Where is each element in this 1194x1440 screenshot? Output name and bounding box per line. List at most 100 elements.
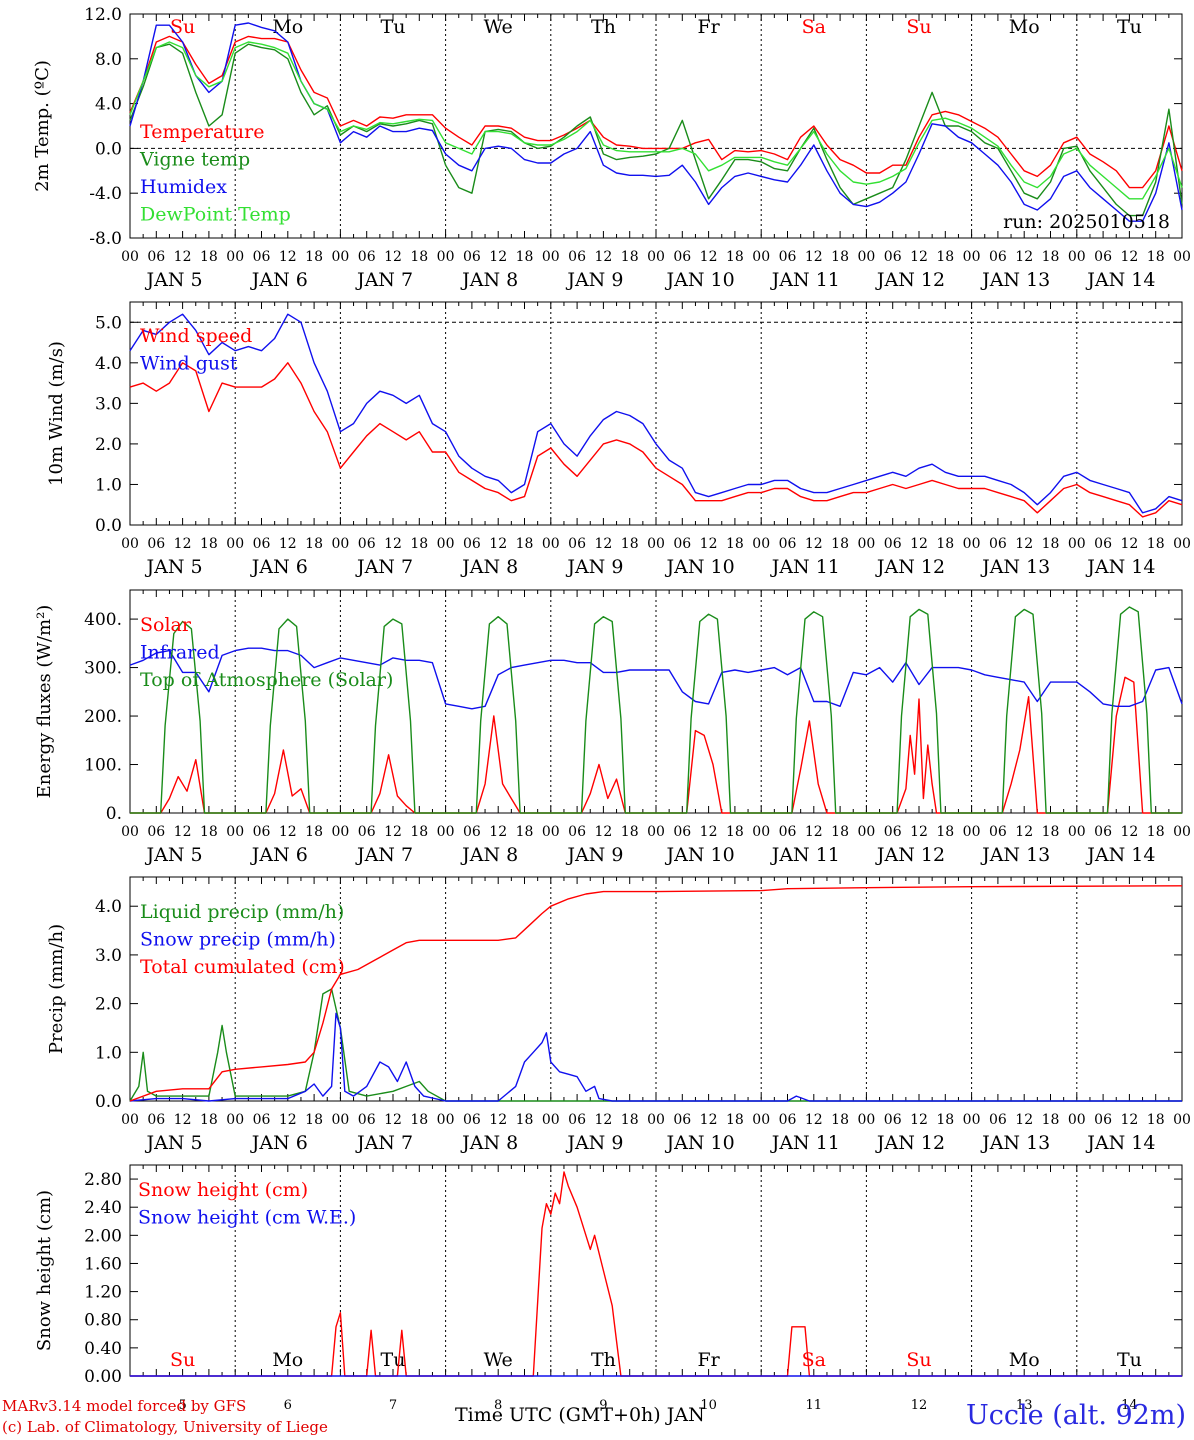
hour-tick-label: 12 <box>279 824 297 840</box>
date-label: JAN 7 <box>355 844 413 866</box>
hour-tick-label: 18 <box>1147 824 1165 840</box>
hour-tick-label: 06 <box>989 249 1007 265</box>
hour-tick-label: 00 <box>437 249 455 265</box>
y-tick-label: 100. <box>84 756 122 776</box>
date-label: JAN 8 <box>460 269 518 291</box>
hour-tick-label: 12 <box>910 249 928 265</box>
x-axis-title: Time UTC (GMT+0h) JAN <box>455 1404 705 1426</box>
hour-tick-label: 06 <box>147 824 165 840</box>
hour-tick-label: 12 <box>279 249 297 265</box>
hour-tick-label: 12 <box>174 1112 192 1128</box>
hour-tick-label: 12 <box>910 824 928 840</box>
hour-tick-label: 06 <box>884 1112 902 1128</box>
hour-tick-label: 06 <box>989 1112 1007 1128</box>
hour-tick-label: 06 <box>989 536 1007 552</box>
hour-tick-label: 06 <box>147 536 165 552</box>
weekday-label: Tu <box>381 16 406 38</box>
hour-tick-label: 00 <box>226 1112 244 1128</box>
date-label: JAN 12 <box>875 844 945 866</box>
hour-tick-label: 18 <box>621 1112 639 1128</box>
hour-tick-label: 18 <box>936 1112 954 1128</box>
hour-tick-label: 00 <box>752 1112 770 1128</box>
hour-tick-label: 12 <box>594 824 612 840</box>
hour-tick-label: 18 <box>305 536 323 552</box>
date-label: JAN 11 <box>770 1132 840 1154</box>
hour-tick-label: 12 <box>805 536 823 552</box>
legend-entry: Wind gust <box>140 353 238 375</box>
hour-tick-label: 06 <box>673 824 691 840</box>
hour-tick-label: 18 <box>516 249 534 265</box>
y-tick-label: 4.0 <box>95 897 122 917</box>
hour-tick-label: 00 <box>331 824 349 840</box>
hour-tick-label: 18 <box>305 1112 323 1128</box>
hour-tick-label: 12 <box>700 249 718 265</box>
date-label: JAN 7 <box>355 1132 413 1154</box>
legend-entry: Top of Atmosphere (Solar) <box>140 669 393 691</box>
legend-entry: Solar <box>140 614 192 636</box>
y-tick-label: 1.0 <box>95 1043 122 1063</box>
hour-tick-label: 18 <box>1042 1112 1060 1128</box>
hour-tick-label: 00 <box>1173 249 1191 265</box>
hour-tick-label: 18 <box>1042 249 1060 265</box>
hour-tick-label: 06 <box>253 536 271 552</box>
hour-tick-label: 18 <box>410 824 428 840</box>
hour-tick-label: 00 <box>963 824 981 840</box>
legend-entry: Snow precip (mm/h) <box>140 929 336 951</box>
hour-tick-label: 06 <box>884 536 902 552</box>
hour-tick-label: 06 <box>253 1112 271 1128</box>
series-line-infrared <box>129 647 1183 710</box>
series-line-snow-precip-mm-h <box>129 1012 1182 1102</box>
hour-tick-label: 12 <box>1015 249 1033 265</box>
date-label: JAN 9 <box>565 269 623 291</box>
hour-tick-label: 12 <box>489 1112 507 1128</box>
hour-tick-label: 06 <box>673 1112 691 1128</box>
date-label: JAN 10 <box>665 1132 735 1154</box>
day-number-label: 5 <box>178 1398 186 1413</box>
weekday-label: Sa <box>802 16 826 38</box>
date-label: JAN 12 <box>875 1132 945 1154</box>
legend-entry: Temperature <box>140 121 264 143</box>
weekday-label: Sa <box>802 1349 826 1371</box>
hour-tick-label: 18 <box>516 1112 534 1128</box>
date-label: JAN 6 <box>250 556 308 578</box>
hour-tick-label: 12 <box>489 824 507 840</box>
hour-tick-label: 12 <box>1015 1112 1033 1128</box>
hour-tick-label: 18 <box>936 249 954 265</box>
date-label: JAN 9 <box>565 1132 623 1154</box>
hour-tick-label: 18 <box>1042 824 1060 840</box>
hour-tick-label: 12 <box>384 536 402 552</box>
day-number-label: 9 <box>599 1398 607 1413</box>
date-label: JAN 9 <box>565 556 623 578</box>
hour-tick-label: 18 <box>726 1112 744 1128</box>
weekday-label: We <box>484 16 513 38</box>
hour-tick-label: 06 <box>673 536 691 552</box>
hour-tick-label: 12 <box>910 1112 928 1128</box>
hour-tick-label: 18 <box>621 249 639 265</box>
date-label: JAN 5 <box>145 844 203 866</box>
hour-tick-label: 00 <box>437 1112 455 1128</box>
y-tick-label: 8.0 <box>95 50 122 70</box>
date-label: JAN 12 <box>875 269 945 291</box>
date-label: JAN 12 <box>875 556 945 578</box>
date-label: JAN 14 <box>1085 1132 1155 1154</box>
hour-tick-label: 06 <box>1094 1112 1112 1128</box>
series-line-top-of-atmosphere-solar <box>130 606 1182 814</box>
weekday-label: Th <box>591 1349 616 1371</box>
hour-tick-label: 12 <box>174 536 192 552</box>
y-axis-label: Snow height (cm) <box>34 1190 55 1351</box>
date-label: JAN 10 <box>665 844 735 866</box>
hour-tick-label: 18 <box>831 1112 849 1128</box>
y-tick-label: 12.0 <box>84 5 122 25</box>
day-number-label: 7 <box>389 1398 397 1413</box>
hour-tick-label: 06 <box>568 536 586 552</box>
legend-entry: Liquid precip (mm/h) <box>140 901 344 923</box>
hour-tick-label: 00 <box>542 536 560 552</box>
hour-tick-label: 00 <box>121 249 139 265</box>
weekday-label: Tu <box>381 1349 406 1371</box>
hour-tick-label: 00 <box>963 536 981 552</box>
hour-tick-label: 12 <box>700 824 718 840</box>
day-number-label: 6 <box>284 1398 292 1413</box>
legend-entry: Humidex <box>140 176 227 198</box>
date-label: JAN 11 <box>770 844 840 866</box>
